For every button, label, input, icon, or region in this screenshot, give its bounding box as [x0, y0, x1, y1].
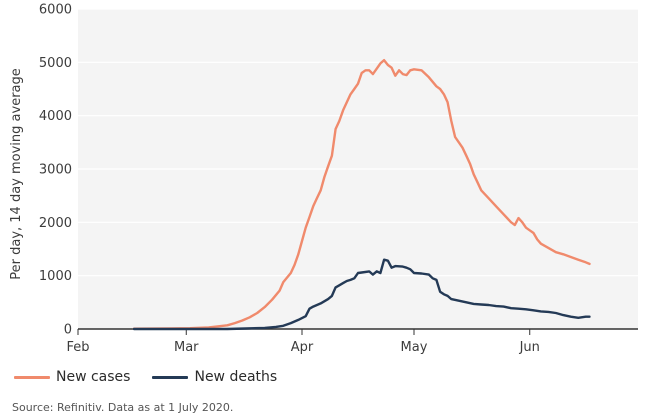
x-tick-label: May: [401, 340, 428, 355]
legend-swatch-new-deaths: [152, 375, 189, 379]
y-tick-label: 2000: [39, 216, 72, 231]
y-axis-title: Per day, 14 day moving average: [9, 68, 24, 280]
series-line-new-deaths: [132, 258, 591, 331]
y-tick-label: 1000: [39, 269, 72, 284]
legend-item-new-cases: New cases: [14, 369, 130, 385]
legend-label-new-deaths: New deaths: [194, 369, 278, 385]
y-tick-label: 6000: [39, 3, 72, 18]
series-line-new-cases: [132, 59, 591, 330]
x-tick-label: Jun: [519, 340, 540, 355]
x-tick-label: Apr: [291, 340, 314, 355]
y-tick-label: 0: [64, 323, 72, 338]
x-tick-label: Mar: [174, 340, 199, 355]
legend-label-new-cases: New cases: [56, 369, 131, 385]
legend: New cases New deaths: [14, 369, 277, 385]
series-lines: [132, 59, 591, 331]
line-chart: 0 1000 2000 3000 4000 5000 6000 Feb Mar Apr May Ju…: [9, 3, 638, 355]
y-tick-label: 3000: [39, 163, 72, 178]
y-axis-ticks: 0 1000 2000 3000 4000 5000 6000: [39, 3, 72, 338]
source-note: Source: Refinitiv. Data as at 1 July 202…: [12, 401, 234, 414]
y-tick-label: 4000: [39, 109, 72, 124]
x-tick-label: Feb: [66, 340, 89, 355]
legend-item-new-deaths: New deaths: [152, 369, 277, 385]
x-axis-ticks: Feb Mar Apr May Jun: [66, 329, 540, 355]
legend-swatch-new-cases: [14, 375, 50, 379]
y-tick-label: 5000: [39, 56, 72, 71]
